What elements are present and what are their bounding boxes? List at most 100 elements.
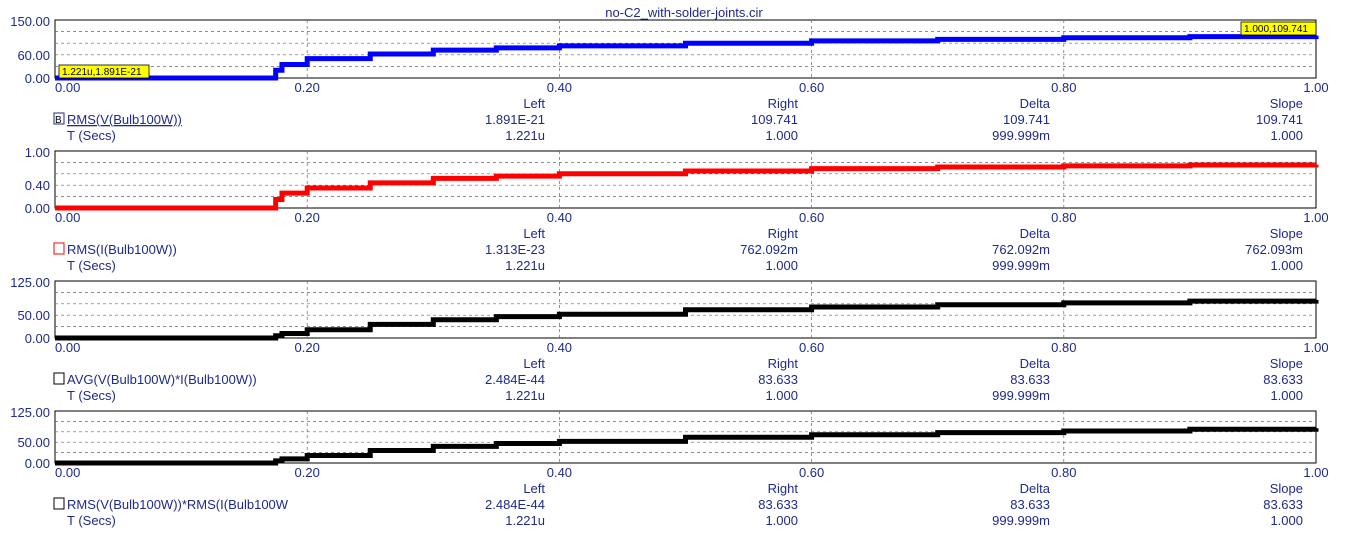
x-value: 999.999m [992,258,1050,273]
window-title: no-C2_with-solder-joints.cir [605,5,763,20]
plot-frame-1 [54,19,1317,79]
trace-value: 83.633 [758,372,798,387]
x-value: 1.221u [505,388,545,403]
x-tick-label: 0.20 [295,80,320,95]
trace-line-1 [55,34,1319,81]
x-value: 1.221u [505,513,545,528]
cursor-column-header: Left [523,356,545,371]
x-tick-label: 0.20 [295,210,320,225]
trace-value: 109.741 [1003,112,1050,127]
x-tick-label: 0.80 [1051,340,1076,355]
x-value: 1.000 [765,258,798,273]
x-value: 999.999m [992,513,1050,528]
x-tick-label: 0.00 [55,340,80,355]
cursor-column-header: Left [523,96,545,111]
x-value: 1.000 [765,128,798,143]
right-cursor-tag [1240,21,1317,36]
y-tick-label: 50.00 [17,308,50,323]
x-value: 1.221u [505,258,545,273]
trace-value: 83.633 [758,497,798,512]
checkbox-mark: B [55,115,62,126]
x-tick-label: 0.60 [799,210,824,225]
trace-checkbox[interactable] [53,497,65,510]
right-cursor-readout: 1.000,109.741 [1244,24,1308,35]
trace-value: 83.633 [1010,372,1050,387]
x-value: 999.999m [992,128,1050,143]
trace-checkbox[interactable] [53,372,65,385]
x-tick-label: 1.00 [1303,340,1328,355]
cursor-column-header: Delta [1020,356,1051,371]
trace-value: 762.092m [740,242,798,257]
x-value: 1.000 [1270,258,1303,273]
y-tick-label: 0.00 [25,456,50,471]
trace-value: 762.092m [992,242,1050,257]
cursor-column-header: Right [768,226,799,241]
trace-value: 109.741 [751,112,798,127]
y-tick-label: 0.40 [25,178,50,193]
x-tick-label: 0.20 [295,465,320,480]
y-tick-label: 150.00 [10,14,50,29]
x-tick-label: 0.60 [799,80,824,95]
trace-value: 2.484E-44 [485,372,545,387]
cursor-column-header: Right [768,356,799,371]
cursor-column-header: Delta [1020,96,1051,111]
y-tick-label: 60.00 [17,48,50,63]
x-value: 1.000 [1270,513,1303,528]
x-tick-label: 0.20 [295,340,320,355]
trace-value: 83.633 [1010,497,1050,512]
trace-value: 1.891E-21 [485,112,545,127]
cursor-column-header: Delta [1020,481,1051,496]
left-cursor-tag [58,64,150,79]
x-tick-label: 0.00 [55,465,80,480]
trace-value: 83.633 [1263,372,1303,387]
trace-checkbox[interactable] [53,112,65,125]
cursor-column-header: Left [523,481,545,496]
trace-line-4 [55,426,1319,466]
x-axis-label: T (Secs) [67,258,116,273]
trace-value: 2.484E-44 [485,497,545,512]
cursor-column-header: Left [523,226,545,241]
x-tick-label: 0.60 [799,465,824,480]
trace-line-3 [55,298,1319,341]
x-axis-label: T (Secs) [67,128,116,143]
trace-label[interactable]: RMS(V(Bulb100W))*RMS(I(Bulb100W [67,497,289,512]
x-tick-label: 1.00 [1303,210,1328,225]
x-tick-label: 0.40 [547,340,572,355]
x-tick-label: 0.00 [55,80,80,95]
cursor-column-header: Slope [1270,481,1303,496]
y-tick-label: 125.00 [10,405,50,420]
trace-label[interactable]: AVG(V(Bulb100W)*I(Bulb100W)) [67,372,257,387]
trace-label[interactable]: RMS(I(Bulb100W)) [67,242,177,257]
x-value: 1.221u [505,128,545,143]
x-tick-label: 1.00 [1303,465,1328,480]
x-tick-label: 0.60 [799,340,824,355]
x-tick-label: 1.00 [1303,80,1328,95]
trace-value: 83.633 [1263,497,1303,512]
cursor-column-header: Slope [1270,96,1303,111]
cursor-column-header: Right [768,481,799,496]
x-tick-label: 0.00 [55,210,80,225]
trace-label[interactable]: RMS(V(Bulb100W)) [67,112,182,127]
x-value: 1.000 [1270,128,1303,143]
trace-value: 762.093m [1245,242,1303,257]
trace-checkbox[interactable] [53,242,65,255]
cursor-column-header: Right [768,96,799,111]
x-tick-label: 0.40 [547,465,572,480]
x-value: 1.000 [1270,388,1303,403]
y-tick-label: 0.00 [25,71,50,86]
x-tick-label: 0.80 [1051,210,1076,225]
cursor-column-header: Slope [1270,226,1303,241]
x-value: 1.000 [765,513,798,528]
x-tick-label: 0.80 [1051,80,1076,95]
cursor-column-header: Delta [1020,226,1051,241]
x-tick-label: 0.80 [1051,465,1076,480]
trace-value: 1.313E-23 [485,242,545,257]
x-axis-label: T (Secs) [67,513,116,528]
y-tick-label: 1.00 [25,145,50,160]
y-tick-label: 0.00 [25,201,50,216]
cursor-column-header: Slope [1270,356,1303,371]
y-tick-label: 125.00 [10,275,50,290]
trace-line-2 [55,162,1319,211]
